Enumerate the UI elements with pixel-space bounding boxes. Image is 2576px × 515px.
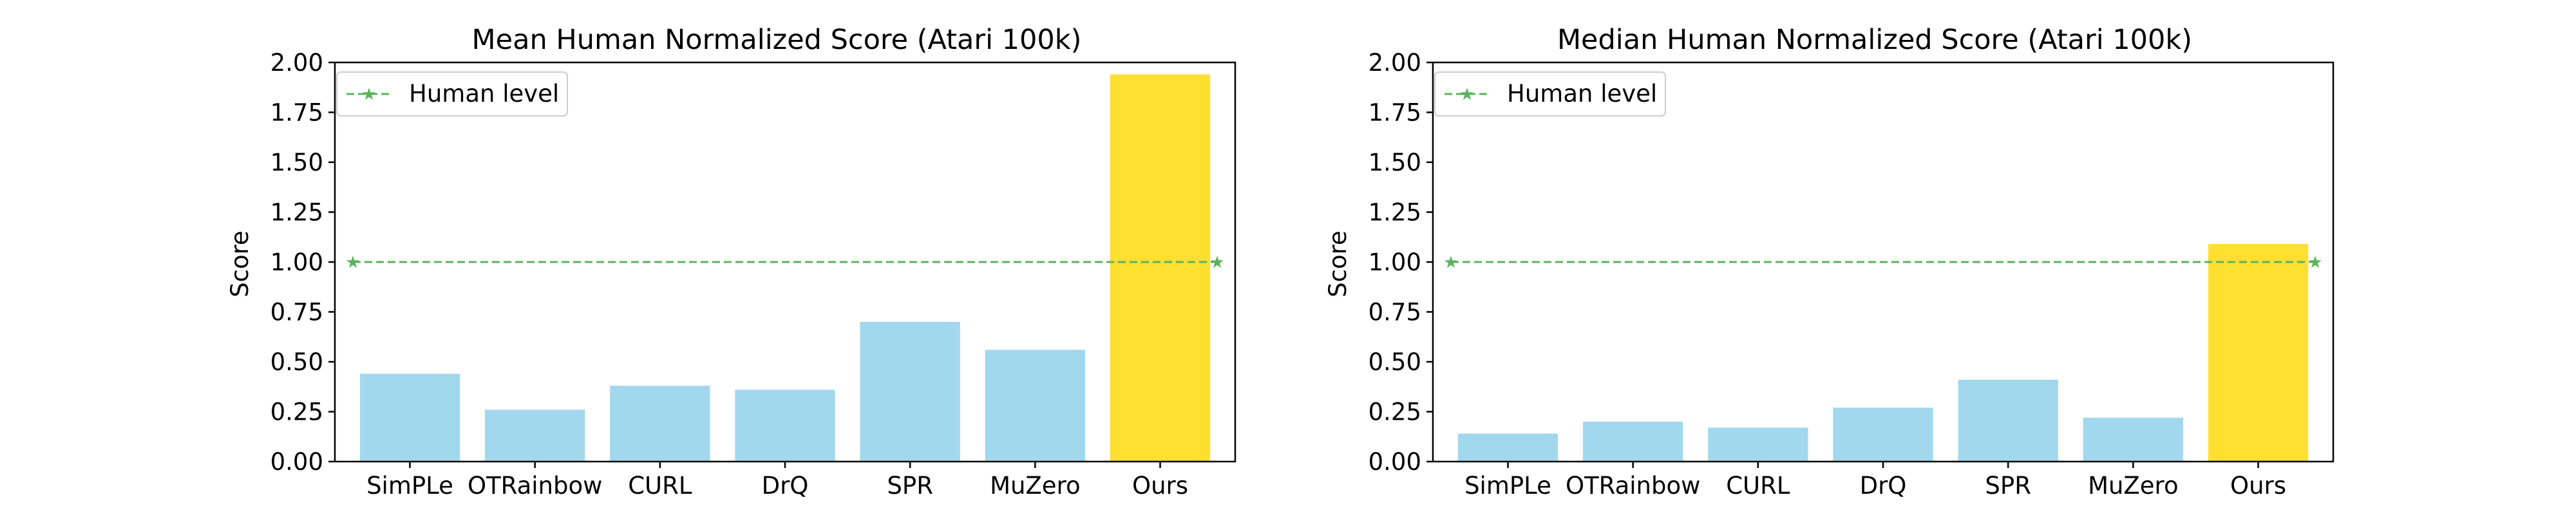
legend-star-marker: ★ <box>361 85 376 104</box>
legend-box <box>336 71 568 117</box>
mean-score-chart: Mean Human Normalized Score (Atari 100k)… <box>226 24 1236 500</box>
legend-label: Human level <box>1507 80 1657 108</box>
bar-group <box>1457 244 2309 462</box>
bar-simple <box>359 373 460 462</box>
bar-muzero <box>2083 417 2183 462</box>
human-level-line-group: ★ ★ <box>345 253 1224 272</box>
y-tick-label: 0.00 <box>270 448 323 476</box>
y-tick-label: 0.00 <box>1368 448 1421 476</box>
x-axis-ticks: SimPLe OTRainbow CURL DrQ SPR MuZero Ours <box>366 462 1188 500</box>
chart-title: Mean Human Normalized Score (Atari 100k) <box>472 24 1082 56</box>
bar-otrainbow <box>1583 422 1683 462</box>
y-axis-label: Score <box>226 230 254 297</box>
y-tick-label: 2.00 <box>1368 49 1421 77</box>
x-tick-label: MuZero <box>2088 472 2179 500</box>
x-tick-label: MuZero <box>990 472 1081 500</box>
y-tick-label: 1.50 <box>1368 149 1421 176</box>
legend: ★ Human level <box>336 71 568 117</box>
human-level-star-marker: ★ <box>1209 253 1224 272</box>
legend: ★ Human level <box>1434 71 1666 117</box>
human-level-star-marker: ★ <box>1443 253 1458 272</box>
x-tick-label: Ours <box>1132 472 1188 500</box>
bar-drq <box>735 389 835 462</box>
bar-drq <box>1833 407 1933 462</box>
bar-simple <box>1457 433 1558 462</box>
bar-spr <box>860 322 960 462</box>
x-tick-label: SPR <box>887 472 933 500</box>
y-tick-label: 0.75 <box>1368 299 1421 326</box>
x-tick-label: Ours <box>2230 472 2286 500</box>
y-tick-label: 0.25 <box>1368 398 1421 426</box>
y-tick-label: 0.25 <box>270 398 323 426</box>
y-tick-label: 1.00 <box>1368 248 1421 276</box>
y-tick-label: 1.00 <box>270 248 323 276</box>
y-tick-label: 0.50 <box>270 348 323 376</box>
x-tick-label: SimPLe <box>366 472 453 500</box>
bar-curl <box>610 386 710 462</box>
chart-title: Median Human Normalized Score (Atari 100… <box>1557 24 2192 56</box>
x-tick-label: CURL <box>1726 472 1790 500</box>
human-level-star-marker: ★ <box>345 253 360 272</box>
x-tick-label: DrQ <box>762 472 809 500</box>
legend-box <box>1434 71 1666 117</box>
y-axis-ticks: 0.00 0.25 0.50 0.75 1.00 1.25 1.50 1.75 2.00 <box>1368 49 1433 476</box>
bar-spr <box>1958 379 2058 462</box>
bar-curl <box>1708 427 1808 462</box>
bar-muzero <box>985 350 1085 462</box>
human-level-line-group: ★ ★ <box>1443 253 2322 272</box>
x-tick-label: CURL <box>628 472 692 500</box>
bar-otrainbow <box>485 409 585 462</box>
y-tick-label: 1.25 <box>270 199 323 227</box>
y-tick-label: 1.75 <box>1368 99 1421 127</box>
y-axis-ticks: 0.00 0.25 0.50 0.75 1.00 1.25 1.50 1.75 2.00 <box>270 49 335 476</box>
y-axis-label: Score <box>1324 230 1352 297</box>
median-score-chart: Median Human Normalized Score (Atari 100… <box>1324 24 2334 500</box>
x-tick-label: DrQ <box>1860 472 1907 500</box>
x-tick-label: OTRainbow <box>468 472 602 500</box>
x-tick-label: SimPLe <box>1464 472 1551 500</box>
human-level-star-marker: ★ <box>2307 253 2322 272</box>
x-tick-label: SPR <box>1985 472 2031 500</box>
y-tick-label: 0.50 <box>1368 348 1421 376</box>
legend-label: Human level <box>409 80 559 108</box>
bar-group <box>359 74 1211 462</box>
x-tick-label: OTRainbow <box>1566 472 1700 500</box>
bar-ours <box>1110 74 1211 462</box>
y-tick-label: 1.50 <box>270 149 323 176</box>
bar-ours <box>2208 244 2309 462</box>
y-tick-label: 1.75 <box>270 99 323 127</box>
y-tick-label: 1.25 <box>1368 199 1421 227</box>
y-tick-label: 2.00 <box>270 49 323 77</box>
y-tick-label: 0.75 <box>270 299 323 326</box>
x-axis-ticks: SimPLe OTRainbow CURL DrQ SPR MuZero Ours <box>1464 462 2286 500</box>
legend-star-marker: ★ <box>1459 85 1474 104</box>
